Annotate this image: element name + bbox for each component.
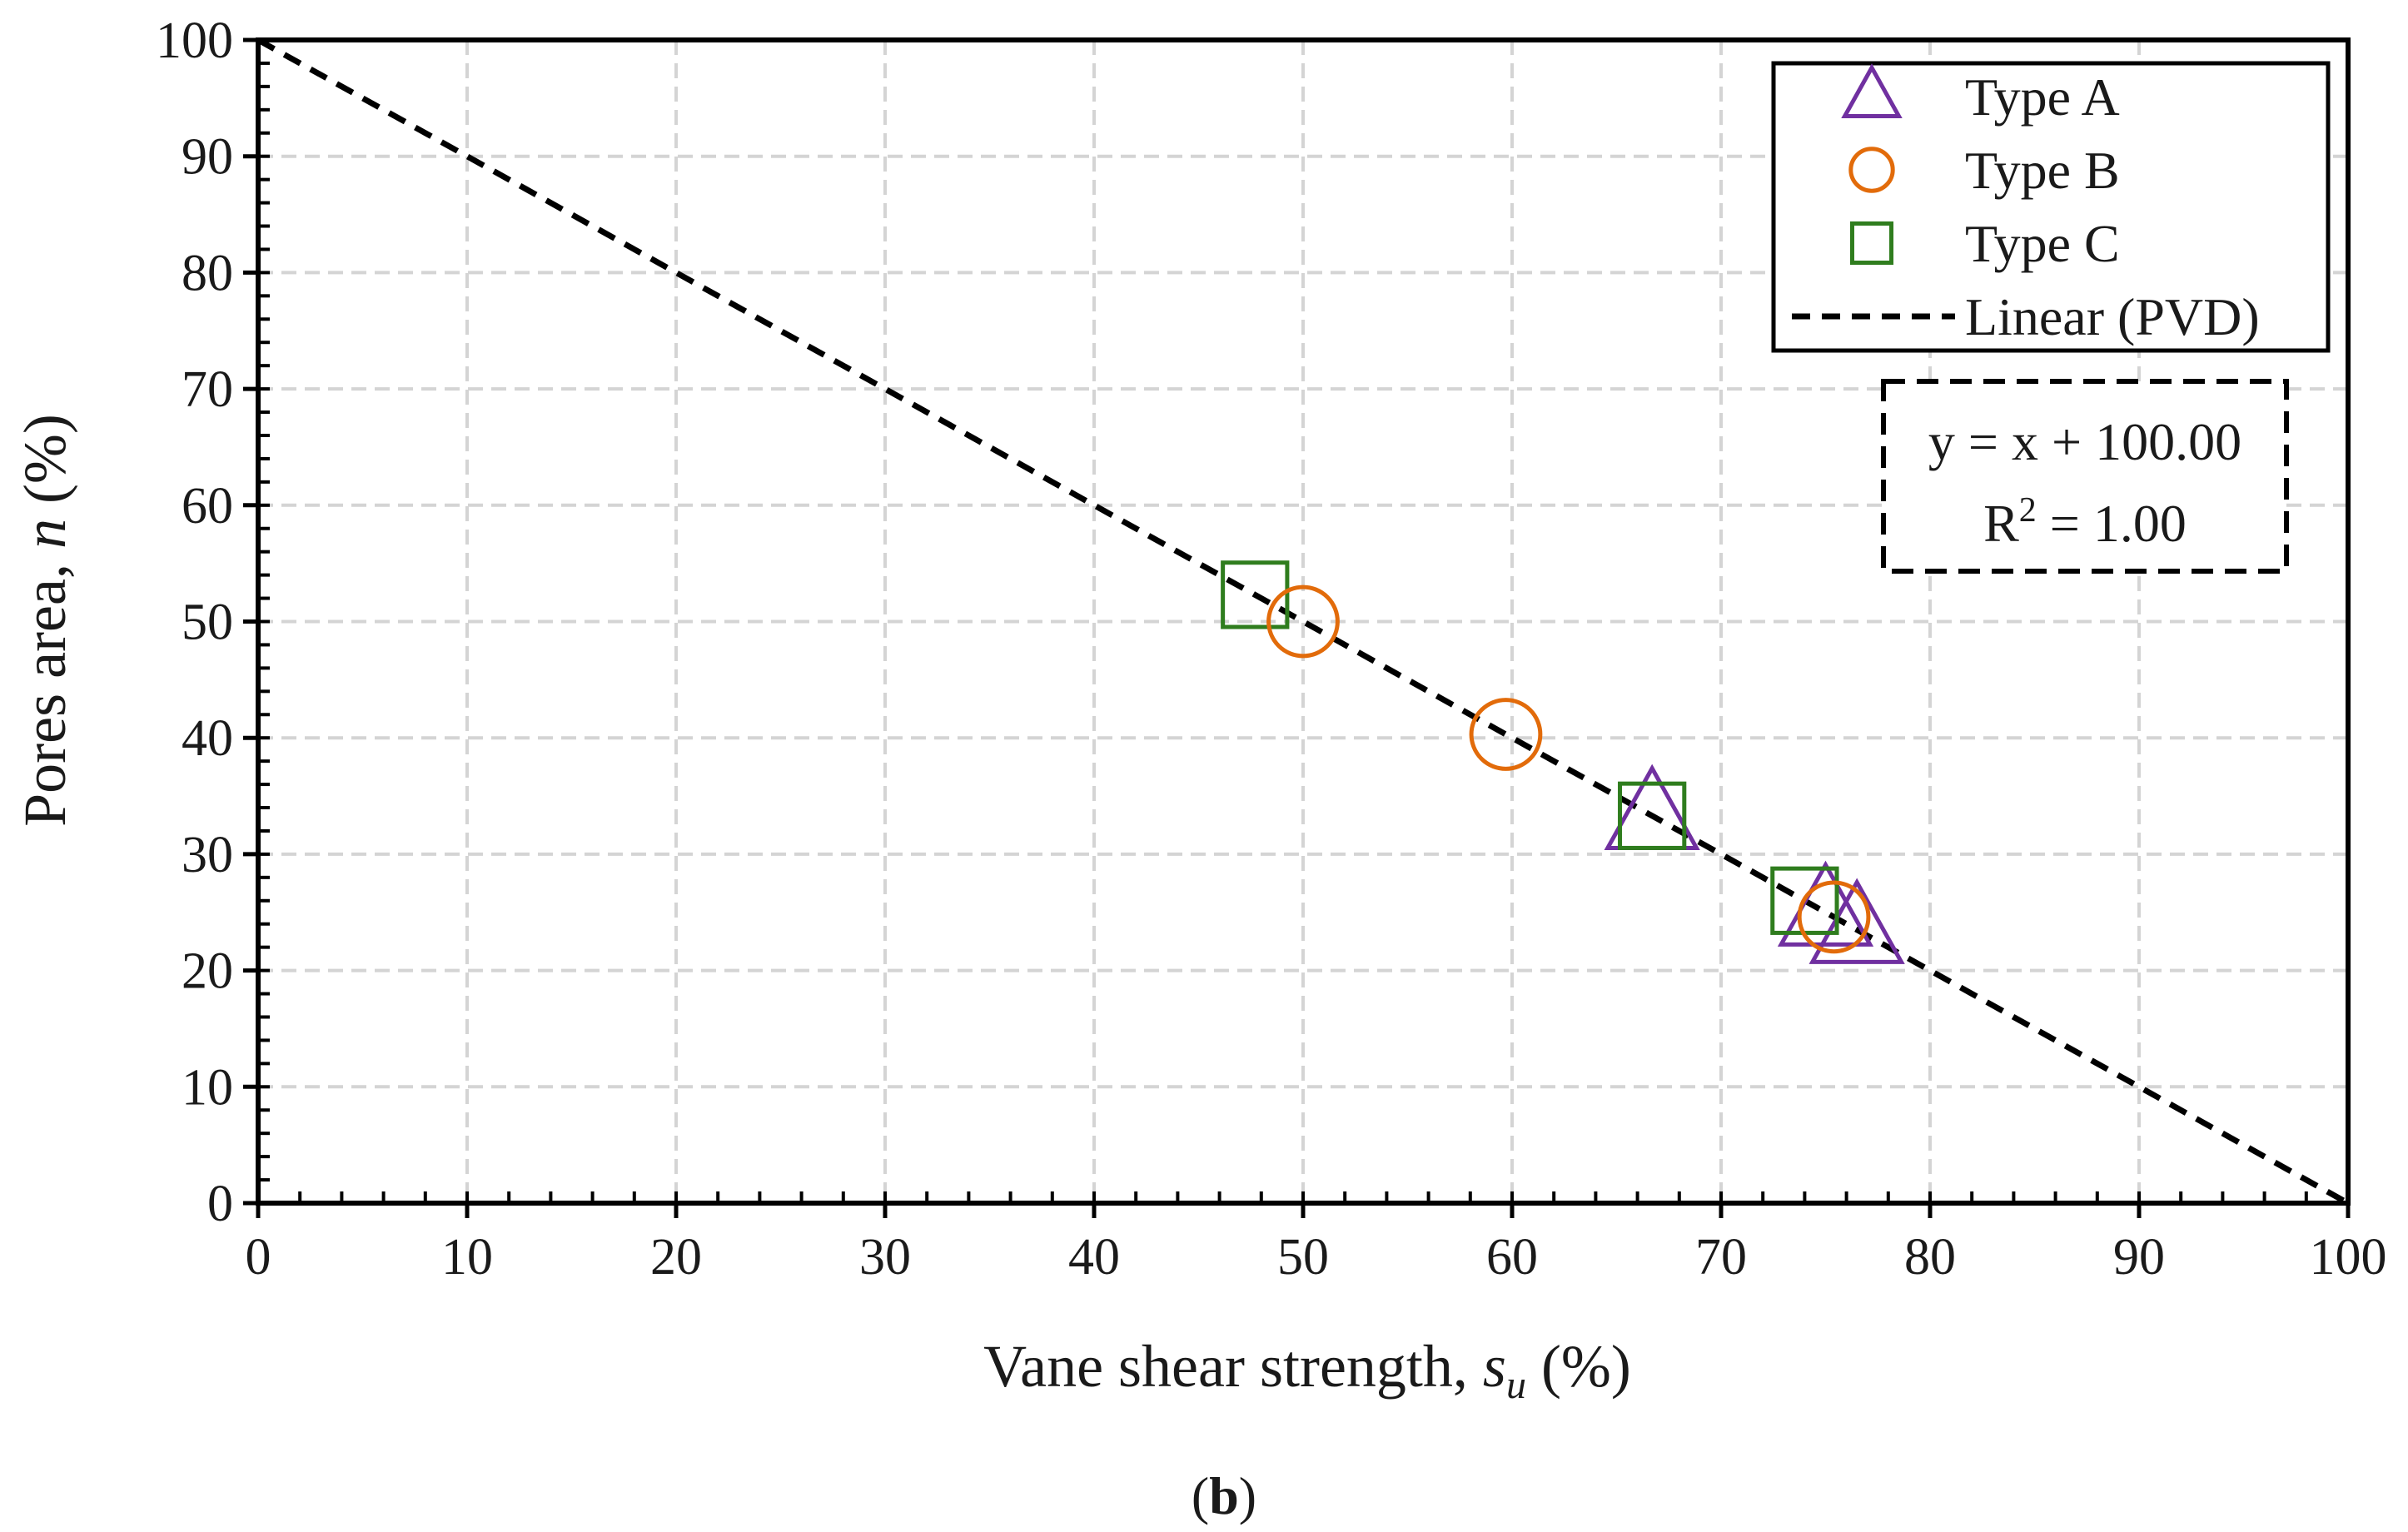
legend-label: Type A: [1965, 67, 2120, 127]
x-tick-label: 70: [1695, 1229, 1747, 1286]
legend-box: [1771, 61, 2331, 353]
x-tick-label: 30: [859, 1229, 911, 1286]
legend: Type A Type B Type C Linear (PVD): [1771, 61, 2331, 353]
legend-item: Type C: [1849, 214, 2120, 273]
legend-item: Type A: [1841, 63, 2120, 127]
y-tick-label: 100: [156, 12, 233, 69]
circle-marker: [1797, 880, 1871, 954]
square-marker: [1618, 781, 1687, 850]
x-tick-label: 50: [1277, 1229, 1329, 1286]
y-tick-label: 70: [182, 361, 233, 418]
y-tick-label: 60: [182, 478, 233, 535]
equation-box: y = x + 100.00 R2 = 1.00: [1881, 379, 2289, 574]
circle-marker: [1848, 147, 1895, 193]
y-tick-label: 40: [182, 710, 233, 767]
x-tick-labels: 0 10 20 30 40 50 60 70 80 90 100: [246, 1229, 2387, 1286]
y-axis-title: Pores area, n (%): [12, 414, 78, 827]
series-type-b: [1266, 584, 1871, 954]
x-tick-label: 60: [1486, 1229, 1538, 1286]
triangle-marker: [1808, 878, 1905, 964]
major-ticks: [243, 37, 2351, 1218]
x-tick-label: 40: [1068, 1229, 1120, 1286]
circle-marker: [1469, 698, 1543, 771]
x-axis-title: Vane shear strength, su (%): [983, 1333, 1631, 1407]
triangle-marker: [1841, 63, 1903, 119]
x-tick-label: 90: [2113, 1229, 2165, 1286]
y-tick-label: 80: [182, 245, 233, 301]
square-marker: [1849, 221, 1894, 266]
x-tick-label: 20: [650, 1229, 702, 1286]
y-tick-label: 20: [182, 943, 233, 1000]
y-tick-label: 50: [182, 594, 233, 651]
y-tick-label: 90: [182, 129, 233, 186]
y-tick-label: 10: [182, 1059, 233, 1116]
equation-box-border: [1881, 379, 2289, 574]
x-tick-label: 10: [441, 1229, 493, 1286]
r-squared-text: R2 = 1.00: [1983, 491, 2187, 553]
x-tick-label: 80: [1904, 1229, 1956, 1286]
x-tick-label: 100: [2310, 1229, 2387, 1286]
x-tick-label: 0: [246, 1229, 271, 1286]
circle-marker: [1266, 584, 1340, 659]
trendline: [256, 37, 2350, 1206]
legend-items: Type A Type B Type C Linear (PVD): [1792, 63, 2260, 346]
equation-text: y = x + 100.00: [1928, 412, 2241, 471]
legend-label: Linear (PVD): [1965, 287, 2260, 346]
legend-label: Type B: [1965, 141, 2120, 200]
series-layer: [256, 37, 2350, 1206]
panel-label: (b): [1192, 1466, 1256, 1525]
y-tick-label: 0: [207, 1176, 233, 1232]
legend-label: Type C: [1965, 214, 2120, 273]
square-marker: [1221, 560, 1290, 629]
legend-item: Linear (PVD): [1792, 287, 2260, 346]
legend-item: Type B: [1848, 141, 2120, 200]
y-tick-label: 30: [182, 827, 233, 883]
series-linear-pvd: [256, 37, 2350, 1206]
minor-ticks: [256, 38, 2350, 1205]
y-tick-labels: 0 10 20 30 40 50 60 70 80 90 100: [156, 12, 233, 1232]
